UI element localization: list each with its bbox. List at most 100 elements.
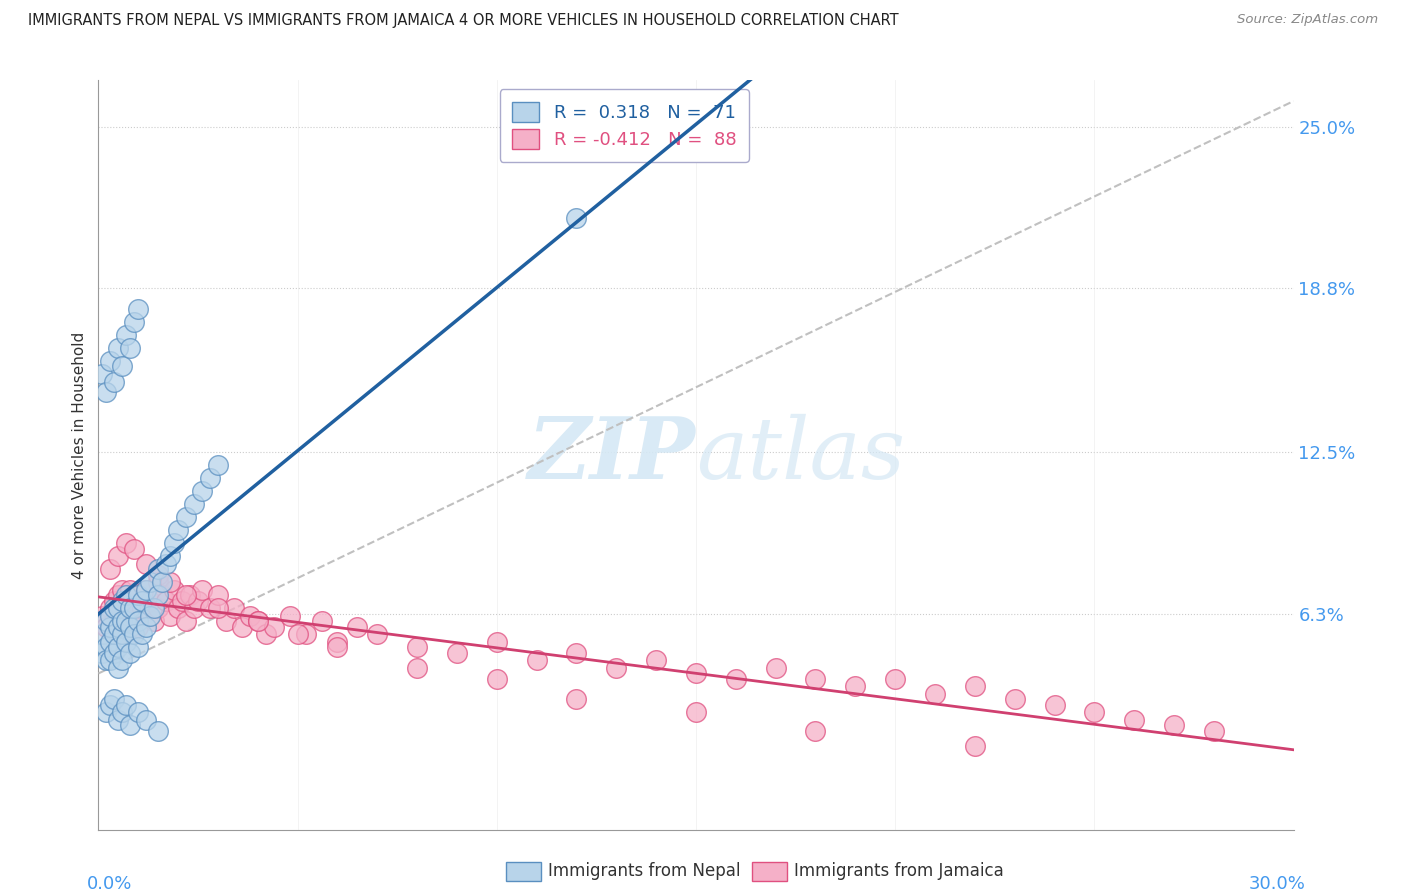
Point <box>103 692 125 706</box>
Point <box>139 593 162 607</box>
Point <box>148 723 170 738</box>
Y-axis label: 4 or more Vehicles in Household: 4 or more Vehicles in Household <box>72 331 87 579</box>
Point <box>963 680 986 694</box>
Text: Source: ZipAtlas.com: Source: ZipAtlas.com <box>1237 13 1378 27</box>
Point <box>115 589 138 603</box>
Point <box>98 653 122 667</box>
Point <box>172 593 194 607</box>
Point <box>167 601 190 615</box>
Point <box>115 593 138 607</box>
Point <box>98 620 122 634</box>
Point <box>150 575 173 590</box>
Point <box>91 609 114 624</box>
Text: Immigrants from Nepal: Immigrants from Nepal <box>548 863 741 880</box>
Point <box>239 609 262 624</box>
Point <box>115 698 138 712</box>
Point <box>127 589 149 603</box>
Point <box>183 601 205 615</box>
Point <box>111 627 134 641</box>
Point <box>111 359 134 374</box>
Point <box>107 601 129 615</box>
Point <box>107 589 129 603</box>
Point <box>207 601 229 615</box>
Point <box>148 601 170 615</box>
Point <box>111 583 134 598</box>
Point <box>215 615 238 629</box>
Point <box>135 583 157 598</box>
Point <box>120 646 142 660</box>
Point <box>198 471 221 485</box>
Point <box>174 589 197 603</box>
Point <box>139 575 162 590</box>
Point <box>143 601 166 615</box>
Point <box>1163 718 1185 732</box>
Point <box>96 653 118 667</box>
Point <box>148 562 170 576</box>
Point <box>1043 698 1066 712</box>
Point <box>103 601 125 615</box>
Point <box>159 549 181 564</box>
Point <box>1202 723 1225 738</box>
Point <box>183 497 205 511</box>
Point <box>187 593 209 607</box>
Point <box>115 615 138 629</box>
Point <box>120 627 142 641</box>
Point <box>150 589 173 603</box>
Point <box>765 661 787 675</box>
Point <box>159 575 181 590</box>
Point <box>98 562 122 576</box>
Point <box>1083 706 1105 720</box>
Point <box>155 557 177 572</box>
Point <box>127 589 149 603</box>
Point <box>207 458 229 473</box>
Text: IMMIGRANTS FROM NEPAL VS IMMIGRANTS FROM JAMAICA 4 OR MORE VEHICLES IN HOUSEHOLD: IMMIGRANTS FROM NEPAL VS IMMIGRANTS FROM… <box>28 13 898 29</box>
Point <box>120 583 142 598</box>
Point <box>115 635 138 649</box>
Point <box>963 739 986 754</box>
Point <box>135 620 157 634</box>
Point <box>231 620 253 634</box>
Point <box>346 620 368 634</box>
Point <box>111 706 134 720</box>
Point <box>98 601 122 615</box>
Point <box>167 524 190 538</box>
Point <box>1123 714 1146 728</box>
Point <box>406 661 429 675</box>
Point <box>1004 692 1026 706</box>
Point <box>124 615 146 629</box>
Point <box>96 615 118 629</box>
Point <box>107 640 129 655</box>
Point <box>565 211 588 226</box>
Point <box>148 575 170 590</box>
Text: Immigrants from Jamaica: Immigrants from Jamaica <box>794 863 1004 880</box>
Point <box>159 609 181 624</box>
Point <box>107 620 129 634</box>
Point <box>96 385 118 400</box>
Point <box>311 615 333 629</box>
Point <box>222 601 245 615</box>
Point <box>127 640 149 655</box>
Point <box>98 635 122 649</box>
Point <box>124 601 146 615</box>
Point <box>605 661 627 675</box>
Text: 0.0%: 0.0% <box>87 874 132 892</box>
Point <box>565 646 588 660</box>
Point <box>724 672 747 686</box>
Point <box>135 583 157 598</box>
Point <box>96 706 118 720</box>
Point <box>174 510 197 524</box>
Point <box>485 672 508 686</box>
Point <box>294 627 316 641</box>
Point <box>107 549 129 564</box>
Point <box>924 687 946 701</box>
Point <box>131 601 153 615</box>
Point <box>366 627 388 641</box>
Point <box>127 615 149 629</box>
Point <box>804 672 827 686</box>
Point <box>103 615 125 629</box>
Point <box>179 589 201 603</box>
Point <box>103 627 125 641</box>
Point <box>804 723 827 738</box>
Point <box>685 666 707 681</box>
Point <box>127 302 149 317</box>
